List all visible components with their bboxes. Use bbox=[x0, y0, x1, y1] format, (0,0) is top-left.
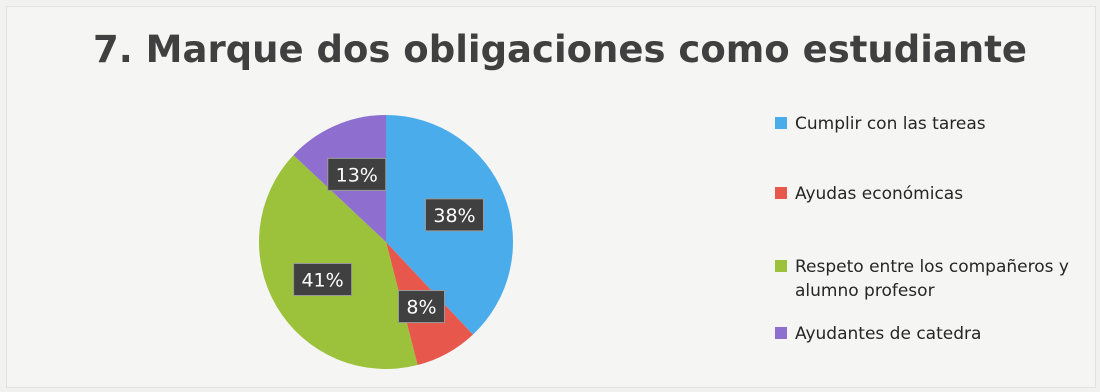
legend-label: Ayudas económicas bbox=[795, 184, 964, 204]
legend-label: Ayudantes de catedra bbox=[795, 324, 982, 344]
data-label-ayudantes-de-catedra: 13% bbox=[327, 157, 387, 191]
legend-item-cumplir-con-las-tareas: Cumplir con las tareas bbox=[775, 112, 1095, 136]
legend-swatch bbox=[775, 260, 787, 272]
legend-label: Respeto entre los compañeros y alumno pro… bbox=[795, 257, 1069, 301]
svg-text:38%: 38% bbox=[433, 205, 475, 227]
legend-item-ayudas-economicas: Ayudas económicas bbox=[775, 182, 1095, 206]
data-label-cumplir-con-las-tareas: 38% bbox=[424, 198, 484, 232]
legend-item-respeto-entre-los-companeros-y-alumno-profesor: Respeto entre los compañeros y alumno pro… bbox=[775, 255, 1095, 303]
svg-text:41%: 41% bbox=[301, 269, 343, 291]
legend-swatch bbox=[775, 327, 787, 339]
pie-slices bbox=[259, 115, 513, 369]
pie-data-labels: 38% 8% 41% 13% bbox=[293, 157, 484, 324]
svg-text:13%: 13% bbox=[336, 164, 378, 186]
pie-slice-respeto-entre-los-companeros-y-alumno-profesor bbox=[259, 155, 418, 369]
legend-swatch bbox=[775, 117, 787, 129]
data-label-respeto-entre-los-companeros-y-alumno-profesor: 41% bbox=[293, 262, 353, 296]
legend-swatch bbox=[775, 187, 787, 199]
legend-label: Cumplir con las tareas bbox=[795, 114, 986, 134]
data-label-ayudas-economicas: 8% bbox=[397, 290, 445, 324]
chart-title: 7. Marque dos obligaciones como estudian… bbox=[92, 28, 1028, 71]
svg-text:8%: 8% bbox=[406, 297, 436, 319]
legend-item-ayudantes-de-catedra: Ayudantes de catedra bbox=[775, 322, 1095, 346]
chart-card bbox=[6, 6, 1096, 388]
